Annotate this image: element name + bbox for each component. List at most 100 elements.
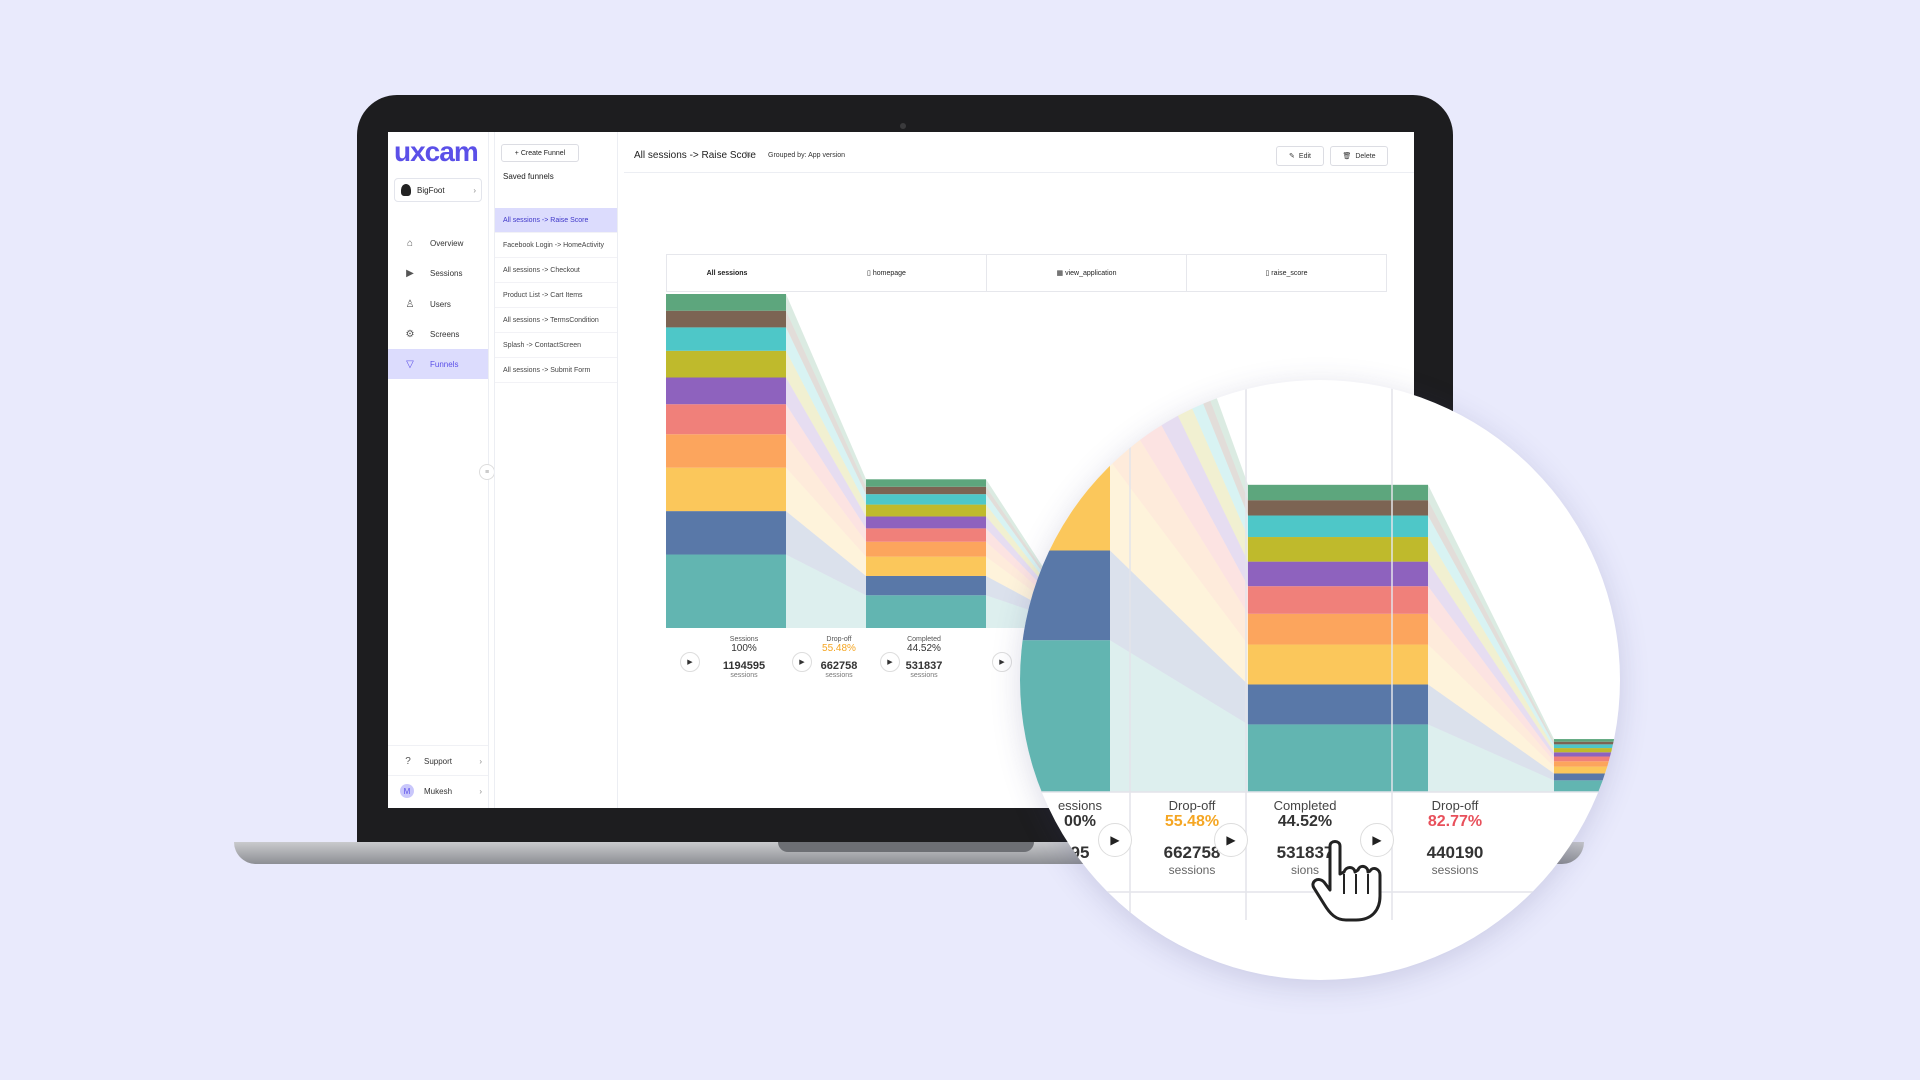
stat-unit: sessions xyxy=(1431,863,1479,877)
stat-percent: 44.52% xyxy=(1277,813,1333,830)
zoom-bar-segment xyxy=(1020,391,1110,461)
step-header-raise-score: ▯ raise_score xyxy=(1187,254,1387,292)
stat-percent: 100% xyxy=(731,643,757,654)
funnel-item[interactable]: Facebook Login -> HomeActivity xyxy=(495,233,617,258)
stat-unit: sessions xyxy=(825,672,853,679)
funnel-item[interactable]: Product List -> Cart Items xyxy=(495,283,617,308)
delete-button[interactable]: 🗑 Delete xyxy=(1330,146,1388,166)
zoom-play-dropoff2-button[interactable]: ▶ xyxy=(1360,823,1394,857)
bar-segment xyxy=(666,554,786,628)
stat-count: 1194595 xyxy=(722,660,766,672)
play-sessions-button[interactable]: ▶ xyxy=(680,652,700,672)
funnel-item-label: Facebook Login -> HomeActivity xyxy=(503,241,604,249)
zoom-bar-segment xyxy=(1020,550,1110,641)
zoom-bar-segment xyxy=(1020,380,1110,392)
bar-segment xyxy=(666,327,786,351)
zoom-bar-segment xyxy=(1554,761,1620,767)
zoom-flow-band xyxy=(1428,644,1554,774)
bar-segment xyxy=(866,575,986,596)
funnel-item[interactable]: All sessions -> Checkout xyxy=(495,258,617,283)
play-completed-button[interactable]: ▶ xyxy=(880,652,900,672)
play-next-button[interactable]: ▶ xyxy=(992,652,1012,672)
zoom-flow-band xyxy=(1428,586,1554,762)
flow-band xyxy=(786,434,866,557)
bar-segment xyxy=(866,516,986,529)
stat-label: Drop-off xyxy=(826,636,852,643)
nav-item-overview[interactable]: ⌂ Overview xyxy=(388,228,488,258)
bar-segment xyxy=(666,310,786,328)
nav-item-screens[interactable]: ⚙ Screens xyxy=(388,319,488,349)
nav-label: Overview xyxy=(430,238,464,248)
page-title: All sessions -> Raise Score xyxy=(634,150,756,161)
zoom-bar-segment xyxy=(1554,748,1620,753)
funnel-item[interactable]: All sessions -> Submit Form xyxy=(495,358,617,383)
zoom-play-button[interactable]: ▶ xyxy=(1098,823,1132,857)
funnel-item-label: Splash -> ContactScreen xyxy=(503,341,582,349)
stat-label: Completed xyxy=(1273,798,1337,813)
zoom-flow-band xyxy=(1428,684,1554,781)
delete-label: Delete xyxy=(1355,152,1376,160)
funnel-item[interactable]: Splash -> ContactScreen xyxy=(495,333,617,358)
zoom-flow-band xyxy=(1428,537,1554,753)
pencil-icon[interactable]: ✎ xyxy=(744,150,752,160)
funnel-item[interactable]: All sessions -> Raise Score xyxy=(495,208,617,233)
user-menu[interactable]: M Mukesh › xyxy=(388,775,488,806)
user-name: Mukesh xyxy=(424,786,453,796)
nav-label: Sessions xyxy=(430,268,463,278)
stat-unit: sessions xyxy=(730,672,758,679)
grouped-by-label[interactable]: Grouped by: App version xyxy=(768,152,846,159)
stat-unit: sessions xyxy=(1168,863,1216,877)
play-dropoff-button[interactable]: ▶ xyxy=(792,652,812,672)
flow-band xyxy=(786,294,866,487)
zoom-flow-band xyxy=(1110,550,1248,725)
funnel-item-label: All sessions -> Submit Form xyxy=(503,366,591,374)
sessions-stats: Sessions 100% 1194595 sessions xyxy=(706,636,782,679)
app-selector-label: BigFoot xyxy=(417,185,445,195)
zoom-flow-band xyxy=(1428,613,1554,767)
stat-unit: sions xyxy=(1290,863,1319,877)
edit-button[interactable]: ✎ Edit xyxy=(1276,146,1324,166)
bigfoot-icon xyxy=(401,184,411,196)
bar-segment xyxy=(866,528,986,542)
nav-label: Funnels xyxy=(430,359,459,369)
home-icon: ⌂ xyxy=(406,237,414,249)
zoom-sessions-stats: essions 00% 95 xyxy=(1040,798,1120,863)
stat-count: 95 xyxy=(1070,843,1090,862)
zoom-bar-segment xyxy=(1554,780,1620,792)
support-item[interactable]: ? Support › xyxy=(388,745,488,776)
zoom-bar-segment xyxy=(1554,744,1620,749)
bar-segment xyxy=(666,350,786,378)
app-selector[interactable]: BigFoot › xyxy=(394,178,482,202)
sidebar: uxcam BigFoot › ⌂ Overview ▶ Sessions ♙ … xyxy=(388,132,495,808)
flow-band xyxy=(786,350,866,517)
collapse-sidebar-icon[interactable]: ≡ xyxy=(479,464,495,480)
stat-percent: 55.48% xyxy=(1164,813,1220,830)
zoom-bar-segment xyxy=(1020,640,1110,792)
grid-icon: ▦ xyxy=(1056,270,1066,277)
step-header-view-application: ▦ view_application xyxy=(987,254,1187,292)
step-label: view_application xyxy=(1065,269,1117,277)
zoom-flow-band xyxy=(1110,380,1248,614)
bar-segment xyxy=(666,294,786,311)
nav-item-funnels[interactable]: ▽ Funnels xyxy=(388,349,488,379)
zoom-bar-segment xyxy=(1248,724,1428,792)
zoom-play-completed-button[interactable]: ▶ xyxy=(1214,823,1248,857)
zoom-bar-segment xyxy=(1248,537,1428,562)
zoom-bar-segment xyxy=(1248,484,1428,501)
nav-item-sessions[interactable]: ▶ Sessions xyxy=(388,258,488,288)
funnel-icon: ▽ xyxy=(406,358,414,370)
bar-segment xyxy=(866,486,986,495)
zoom-bar-segment xyxy=(1248,613,1428,645)
zoom-flow-band xyxy=(1110,460,1248,685)
stat-count: 440190 xyxy=(1426,843,1484,862)
zoom-flow-band xyxy=(1428,515,1554,749)
uxcam-logo[interactable]: uxcam xyxy=(394,136,479,167)
zoom-bar-segment xyxy=(1554,752,1620,757)
zoom-flow-band xyxy=(1110,640,1248,792)
nav-item-users[interactable]: ♙ Users xyxy=(388,289,488,319)
zoom-bar-segment xyxy=(1248,644,1428,685)
create-funnel-button[interactable]: + Create Funnel xyxy=(501,144,579,162)
zoom-bar-segment xyxy=(1554,739,1620,742)
flow-band xyxy=(786,404,866,542)
funnel-item[interactable]: All sessions -> TermsCondition xyxy=(495,308,617,333)
